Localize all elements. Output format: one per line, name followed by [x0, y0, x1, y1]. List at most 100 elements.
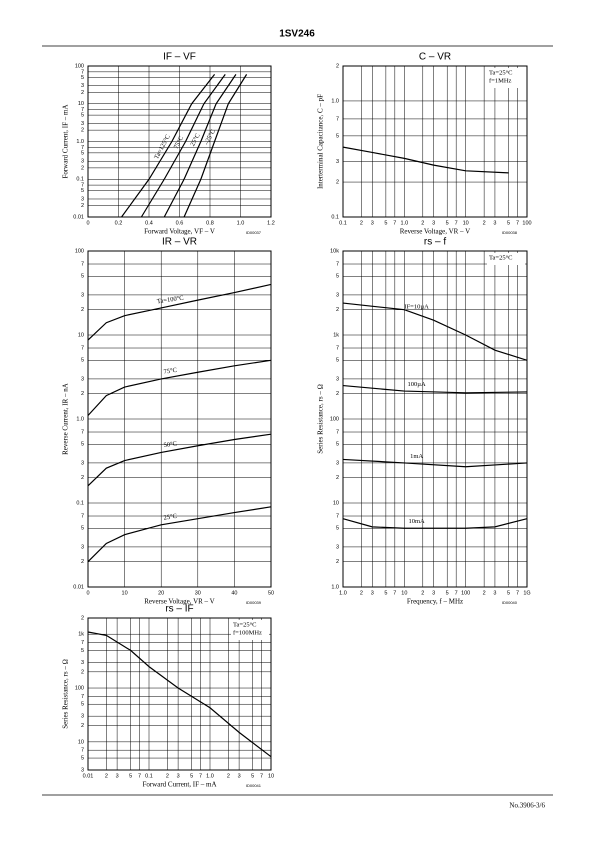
y-tick-label: 7: [81, 145, 84, 151]
y-tick-label: 3: [81, 159, 84, 165]
series-line: [163, 74, 237, 218]
x-tick-label: 3: [493, 220, 496, 226]
y-tick-label: 1k: [78, 632, 84, 638]
series-line: [342, 302, 528, 361]
y-tick-label: 3: [81, 376, 84, 382]
y-tick-label: 3: [81, 714, 84, 720]
y-tick-label: 7: [336, 345, 339, 351]
x-tick-label: 0.01: [83, 773, 94, 779]
x-tick-label: 10: [463, 220, 469, 226]
series-line: [87, 283, 272, 341]
series-label: 100µA: [407, 381, 425, 388]
y-tick-label: 5: [336, 358, 339, 364]
x-tick-label: 5: [446, 220, 449, 226]
y-tick-label: 5: [336, 274, 339, 280]
y-tick-label: 10: [333, 500, 339, 506]
annotation-box: [487, 68, 525, 88]
y-tick-label: 7: [81, 69, 84, 75]
x-tick-label: 7: [199, 773, 202, 779]
y-tick-label: 5: [81, 150, 84, 156]
x-tick-label: 5: [507, 590, 510, 596]
x-tick-label: 7: [393, 220, 396, 226]
y-tick-label: 5: [81, 188, 84, 194]
x-axis-label: Reverse Voltage, VR – V: [144, 598, 214, 606]
y-tick-label: 7: [81, 429, 84, 435]
y-tick-label: 7: [336, 261, 339, 267]
x-tick-label: 7: [516, 220, 519, 226]
y-tick-label: 7: [81, 345, 84, 351]
x-tick-label: 0.1: [145, 773, 153, 779]
y-tick-label: 5: [81, 358, 84, 364]
series-label: Ta=100°C: [157, 295, 184, 306]
x-tick-label: 7: [138, 773, 141, 779]
x-tick-label: 5: [384, 220, 387, 226]
y-tick-label: 2: [81, 307, 84, 313]
annotation: f=100MHz: [233, 629, 262, 636]
y-tick-label: 2: [336, 475, 339, 481]
y-tick-label: 7: [81, 748, 84, 754]
plot-frame: [87, 65, 272, 218]
series-line: [87, 506, 272, 563]
x-tick-label: 0.6: [176, 220, 184, 226]
x-tick-label: 0.1: [339, 220, 347, 226]
y-tick-label: 7: [336, 116, 339, 122]
series-line: [87, 631, 272, 758]
y-tick-label: 2: [336, 180, 339, 186]
x-tick-label: 3: [116, 773, 119, 779]
series-line: [183, 74, 248, 218]
y-tick-label: 3: [81, 121, 84, 127]
x-tick-label: 30: [195, 590, 201, 596]
x-tick-label: 2: [166, 773, 169, 779]
x-tick-label: 50: [268, 590, 274, 596]
figure-code: ID00040: [502, 600, 518, 605]
x-tick-label: 1.2: [267, 220, 275, 226]
y-tick-label: 0.01: [73, 214, 84, 220]
x-tick-label: 1.0: [339, 590, 347, 596]
y-tick-label: 2: [81, 203, 84, 209]
y-axis-label: Series Resistance, rs – Ω: [317, 384, 325, 454]
x-tick-label: 1.0: [206, 773, 214, 779]
x-tick-label: 5: [384, 590, 387, 596]
y-tick-label: 2: [81, 90, 84, 96]
y-tick-label: 2: [81, 165, 84, 171]
x-axis-label: Reverse Voltage, VR – V: [400, 228, 470, 236]
x-tick-label: 7: [260, 773, 263, 779]
series-line: [342, 458, 528, 468]
series-line: [342, 518, 528, 529]
series-label: 50°C: [163, 440, 177, 449]
y-tick-label: 5: [81, 702, 84, 708]
y-axis-label: Reverse Current, IR – nA: [62, 383, 70, 455]
page-footer: No.3906-3/6: [509, 802, 545, 810]
y-tick-label: 2: [81, 615, 84, 621]
x-tick-label: 2: [483, 590, 486, 596]
x-tick-label: 0.2: [115, 220, 123, 226]
y-tick-label: 0.1: [331, 214, 339, 220]
y-tick-label: 3: [336, 159, 339, 165]
x-tick-label: 0.4: [145, 220, 153, 226]
x-axis-label: Forward Voltage, VF – V: [144, 228, 215, 236]
chart-title: IF – VF: [163, 52, 196, 63]
series-label: 10mA: [408, 518, 425, 525]
series-line: [87, 433, 272, 487]
y-tick-label: 5: [336, 133, 339, 139]
series-label: IF=10µA: [404, 304, 429, 311]
x-tick-label: 2: [105, 773, 108, 779]
x-tick-label: 3: [493, 590, 496, 596]
series-label: 75°C: [163, 367, 177, 376]
y-tick-label: 3: [336, 460, 339, 466]
y-tick-label: 3: [81, 83, 84, 89]
x-tick-label: 1G: [523, 590, 530, 596]
y-tick-label: 7: [81, 183, 84, 189]
annotation: Ta=25°C: [233, 621, 257, 628]
x-tick-label: 7: [393, 590, 396, 596]
y-tick-label: 10: [78, 739, 84, 745]
x-tick-label: 1.0: [237, 220, 245, 226]
y-tick-label: 7: [81, 261, 84, 267]
annotation-box: [231, 620, 269, 640]
y-tick-label: 0.1: [76, 177, 84, 183]
x-tick-label: 3: [432, 220, 435, 226]
y-tick-label: 5: [81, 274, 84, 280]
plot-frame: [342, 65, 528, 218]
series-line: [121, 74, 216, 218]
y-tick-label: 5: [81, 526, 84, 532]
